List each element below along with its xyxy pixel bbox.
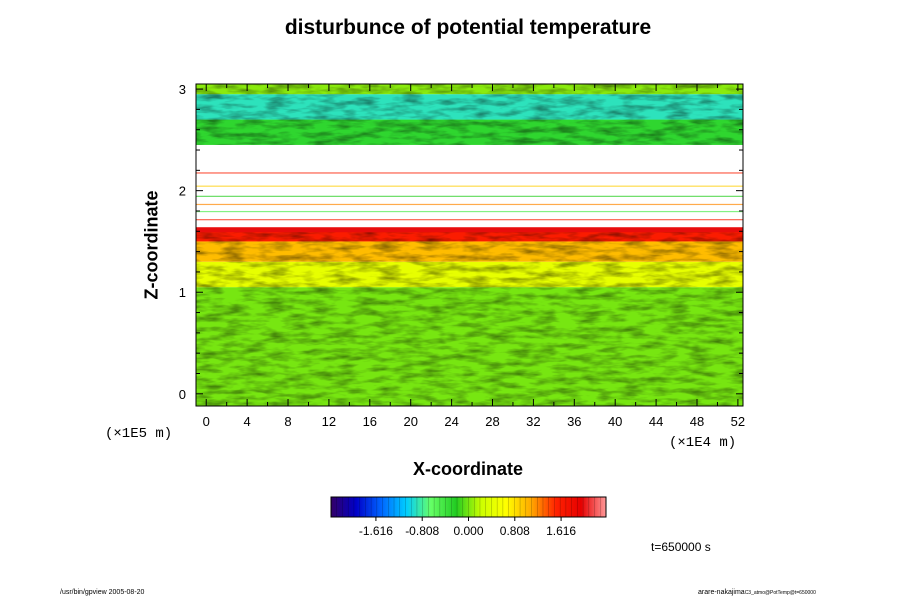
x-tick-label: 32 [526,414,540,429]
colorbar-tick-label: -1.616 [359,524,393,538]
field-texture-0 [196,287,743,406]
x-tick-label: 52 [731,414,745,429]
y-axis-label: Z-coordinate [141,190,162,300]
footer-variable: C3_atmo@PotTemp@t=650000 [744,590,816,596]
field-texture-7 [196,84,743,95]
colorbar-tick-label: -0.808 [405,524,439,538]
field-texture-6 [196,94,743,120]
field-texture-3 [196,229,743,242]
chart-title: disturbunce of potential temperature [284,16,652,39]
footer-author-name: arare-nakajima [698,589,745,596]
x-tick-label: 4 [244,414,251,429]
x-tick-label: 16 [363,414,377,429]
heatmap-field [196,84,743,406]
x-axis-label: X-coordinate [412,459,523,479]
x-scale-unit: (×1E4 m) [669,435,737,451]
colorbar-tick-label: 1.616 [546,524,576,538]
footer-command: /usr/bin/gpview 2005-08-20 [60,589,145,596]
x-tick-label: 48 [690,414,704,429]
colorbar: -1.616 -0.808 0.000 0.808 1.616 [330,496,607,538]
footer-author: arare-nakajimaC3_atmo@PotTemp@t=650000 [698,589,816,596]
field-inversion-edge [196,227,743,233]
colorbar-tick-label: 0.000 [453,524,483,538]
x-tick-label: 40 [608,414,622,429]
x-tick-label: 12 [322,414,336,429]
field-streak-1 [196,210,743,213]
y-tick-label: 1 [179,285,186,300]
field-streak-3 [196,195,743,197]
x-tick-label: 8 [284,414,291,429]
y-tick-label: 0 [179,387,186,402]
x-tick-label: 20 [403,414,417,429]
y-tick-label: 3 [179,82,186,97]
plot-frame [195,83,744,407]
field-streak-4 [196,185,743,187]
field-streak-0 [196,219,743,221]
field-streak-2 [196,203,743,206]
field-texture-5 [196,119,743,145]
x-tick-label: 28 [485,414,499,429]
time-label: t=650000 s [651,540,711,554]
field-layer-4 [196,144,743,230]
z-scale-unit: (×1E5 m) [105,426,173,442]
field-texture-2 [196,241,743,262]
x-tick-label: 44 [649,414,663,429]
x-tick-label: 36 [567,414,581,429]
colorbar-tick-label: 0.808 [500,524,530,538]
field-texture-1 [196,261,743,288]
y-tick-label: 2 [179,184,186,199]
x-tick-label: 0 [203,414,210,429]
field-streak-5 [196,172,743,174]
x-tick-label: 24 [444,414,458,429]
